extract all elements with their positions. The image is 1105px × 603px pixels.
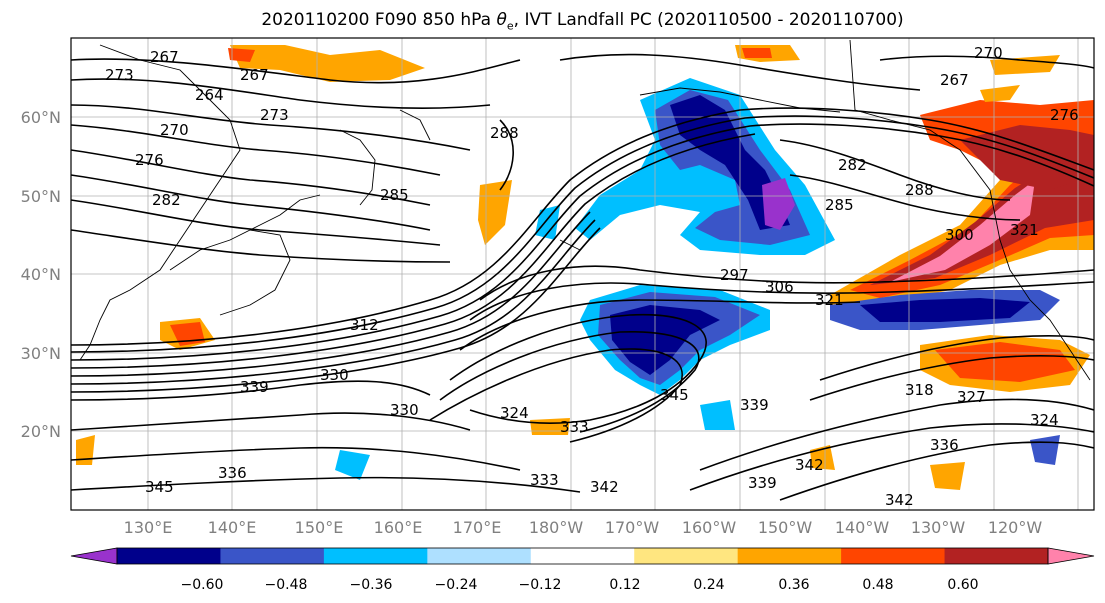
colorbar-tick: 0.60: [947, 577, 978, 593]
lon-label: 150°E: [295, 518, 344, 537]
contour-label: 339: [740, 396, 769, 414]
contour-label: 321: [815, 291, 844, 309]
contour-label: 285: [380, 186, 409, 204]
contour-label: 300: [945, 226, 974, 244]
contour-label: 327: [957, 388, 986, 406]
colorbar-tick: −0.48: [265, 577, 308, 593]
map-area: 273 267 267 264 270 273 276 282 285 288 …: [71, 38, 1094, 510]
contour-label: 267: [240, 66, 269, 84]
contour-label: 288: [490, 124, 519, 142]
colorbar-segment: [634, 548, 739, 564]
lat-label: 60°N: [21, 108, 61, 127]
contour-label: 306: [765, 278, 794, 296]
colorbar-tick: 0.48: [862, 577, 893, 593]
lon-label: 130°W: [911, 518, 966, 537]
colorbar-tick: 0.12: [609, 577, 640, 593]
contour-label: 318: [905, 381, 934, 399]
colorbar-segment: [323, 548, 428, 564]
title-prefix: 2020110200 F090 850 hPa: [261, 10, 497, 30]
colorbar-segment: [530, 548, 635, 564]
contour-label: 336: [218, 464, 247, 482]
contour-label: 342: [885, 491, 914, 509]
lon-label: 120°W: [988, 518, 1043, 537]
colorbar: [70, 547, 1095, 565]
contour-label: 336: [930, 436, 959, 454]
colorbar-extend-max: [1047, 547, 1095, 565]
map-title: 2020110200 F090 850 hPa θe, IVT Landfall…: [0, 10, 1105, 32]
contour-label: 273: [260, 106, 289, 124]
contour-label: 339: [748, 474, 777, 492]
contour-label: 288: [905, 181, 934, 199]
lon-label: 160°W: [682, 518, 737, 537]
lon-label: 140°W: [835, 518, 890, 537]
contour-label: 270: [974, 44, 1003, 62]
colorbar-segment: [427, 548, 532, 564]
lon-label: 130°E: [124, 518, 173, 537]
colorbar-tick: −0.24: [435, 577, 478, 593]
contour-label: 312: [350, 316, 379, 334]
lon-label: 160°E: [374, 518, 423, 537]
pc-shading: [76, 45, 1094, 490]
title-subscript: e: [506, 19, 514, 33]
contour-label: 285: [825, 196, 854, 214]
lat-label: 50°N: [21, 187, 61, 206]
contour-label: 330: [390, 401, 419, 419]
colorbar-tick: 0.24: [693, 577, 724, 593]
contour-label: 276: [135, 151, 164, 169]
contour-label: 276: [1050, 106, 1079, 124]
contour-label: 282: [152, 191, 181, 209]
contour-label: 342: [795, 456, 824, 474]
colorbar-extend-min: [70, 547, 118, 565]
contour-label: 342: [590, 478, 619, 496]
contour-label: 330: [320, 366, 349, 384]
longitude-labels: 130°E 140°E 150°E 160°E 170°E 180°W 170°…: [124, 518, 1043, 537]
contour-label: 273: [105, 66, 134, 84]
lon-label: 170°W: [605, 518, 660, 537]
lon-label: 180°W: [529, 518, 584, 537]
contour-label: 270: [160, 121, 189, 139]
contour-label: 267: [150, 48, 179, 66]
lat-label: 40°N: [21, 265, 61, 284]
colorbar-tick: 0.36: [778, 577, 809, 593]
colorbar-tick: −0.36: [350, 577, 393, 593]
colorbar-segment: [117, 548, 221, 564]
lon-label: 170°E: [453, 518, 502, 537]
contour-label: 324: [500, 404, 529, 422]
contour-label: 321: [1010, 221, 1039, 239]
colorbar-segment: [737, 548, 842, 564]
colorbar-frame: [116, 547, 1049, 565]
lon-label: 150°W: [758, 518, 813, 537]
contour-label: 297: [720, 266, 749, 284]
coastlines: [79, 39, 1091, 381]
colorbar-segment: [944, 548, 1049, 564]
title-suffix: , IVT Landfall PC (2020110500 - 20201107…: [513, 10, 904, 30]
contour-label: 339: [240, 378, 269, 396]
colorbar-tick: −0.60: [181, 577, 224, 593]
contour-label: 324: [1030, 411, 1059, 429]
colorbar-tick: −0.12: [519, 577, 562, 593]
contour-label: 333: [530, 471, 559, 489]
contour-labels: 273 267 267 264 270 273 276 282 285 288 …: [105, 44, 1079, 509]
title-theta: θ: [496, 10, 507, 30]
lat-label: 20°N: [21, 422, 61, 441]
colorbar-segment: [841, 548, 946, 564]
contour-label: 345: [660, 386, 689, 404]
contour-label: 282: [838, 156, 867, 174]
colorbar-tick-labels: −0.60 −0.48 −0.36 −0.24 −0.12 0.12 0.24 …: [181, 577, 979, 593]
map-frame: [70, 37, 1095, 511]
lat-label: 30°N: [21, 344, 61, 363]
colorbar-segment: [220, 548, 325, 564]
contour-label: 345: [145, 478, 174, 496]
lon-label: 140°E: [208, 518, 257, 537]
contour-label: 333: [560, 418, 589, 436]
contour-label: 267: [940, 71, 969, 89]
theta-e-contours: [71, 53, 1094, 501]
contour-label: 264: [195, 86, 224, 104]
latitude-labels: 60°N 50°N 40°N 30°N 20°N: [21, 108, 61, 441]
